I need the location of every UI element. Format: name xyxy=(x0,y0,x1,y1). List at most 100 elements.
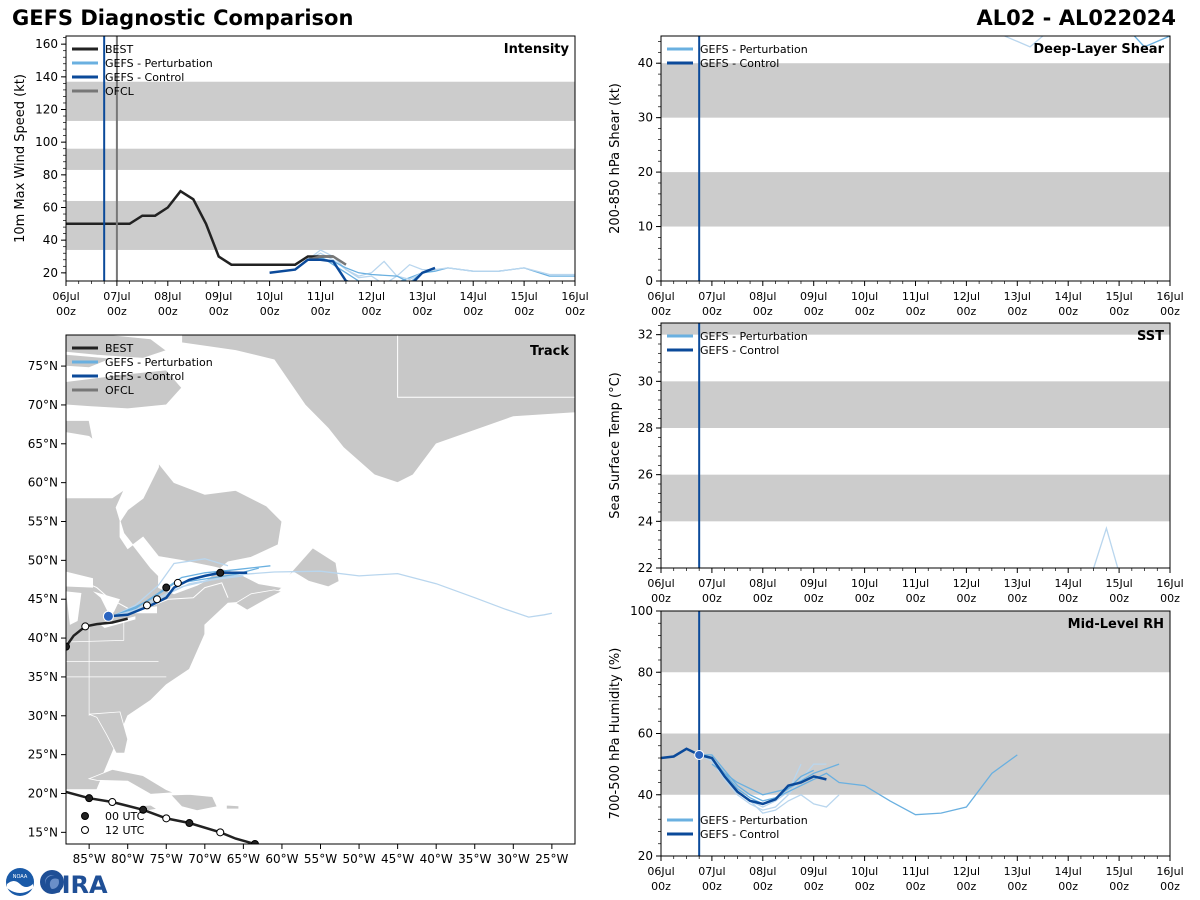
sst-title: SST xyxy=(1137,329,1164,344)
sst-ytick-label: 24 xyxy=(638,514,653,528)
shear-ytick-label: 20 xyxy=(638,165,653,179)
intensity-band xyxy=(66,200,575,250)
track-ytick-label: 35°N xyxy=(28,670,58,684)
shear-xtick-label-hour: 00z xyxy=(804,305,824,318)
sst-xtick-label: 12Jul xyxy=(953,577,980,590)
sst-xtick-label-hour: 00z xyxy=(1160,592,1180,605)
ellesmere-island-land xyxy=(66,335,168,359)
track-xtick-label: 70°W xyxy=(188,852,221,866)
shear-ytick-label: 40 xyxy=(638,56,653,70)
track-best-north-series xyxy=(66,617,129,648)
puerto-rico-land xyxy=(225,804,240,810)
noaa-logo-text: NOAA xyxy=(13,874,28,880)
sst-xtick-label: 08Jul xyxy=(749,577,776,590)
shear-xtick-label: 09Jul xyxy=(800,290,827,303)
track-00utc-point xyxy=(162,583,171,592)
track-00utc-point xyxy=(139,805,148,814)
rh-xtick-label: 12Jul xyxy=(953,865,980,878)
shear-perturbation-series xyxy=(1133,36,1170,48)
us-canada-border xyxy=(66,573,229,613)
intensity-perturbation-series xyxy=(434,267,575,276)
intensity-ytick-label: 20 xyxy=(43,266,58,280)
rh-legend-label: GEFS - Perturbation xyxy=(700,814,808,827)
intensity-xtick-label-hour: 00z xyxy=(158,305,178,318)
sst-xtick-label-hour: 00z xyxy=(1007,592,1027,605)
shear-perturbation-series xyxy=(1004,36,1044,48)
track-legend-label: BEST xyxy=(105,342,133,355)
sst-xtick-label-hour: 00z xyxy=(906,592,926,605)
rh-xtick-label: 11Jul xyxy=(902,865,929,878)
track-xtick-label: 80°W xyxy=(111,852,144,866)
sst-xtick-label: 14Jul xyxy=(1055,577,1082,590)
track-perturbation-series xyxy=(112,558,229,617)
sst-xtick-label: 07Jul xyxy=(698,577,725,590)
track-xtick-label: 35°W xyxy=(458,852,491,866)
track-xtick-label: 65°W xyxy=(227,852,260,866)
intensity-xtick-label-hour: 00z xyxy=(412,305,432,318)
rh-xtick-label-hour: 00z xyxy=(1058,880,1078,893)
rh-perturbation-series xyxy=(699,754,1018,816)
track-time-legend-marker xyxy=(81,826,89,834)
noaa-logo-icon: NOAA xyxy=(6,868,34,896)
rh-legend-label: GEFS - Control xyxy=(700,828,779,841)
intensity-xtick-label-hour: 00z xyxy=(514,305,534,318)
track-time-legend-label: 00 UTC xyxy=(105,810,145,823)
shear-xtick-label-hour: 00z xyxy=(1109,305,1129,318)
track-12utc-point xyxy=(173,578,182,587)
rh-ytick-label: 60 xyxy=(638,727,653,741)
track-00utc-point xyxy=(216,568,225,577)
cira-logo-text: CIRA xyxy=(44,871,108,898)
track-time-legend-label: 12 UTC xyxy=(105,824,145,837)
track-12utc-point xyxy=(216,828,225,837)
sst-xtick-label: 10Jul xyxy=(851,577,878,590)
rh-xtick-label: 15Jul xyxy=(1105,865,1132,878)
intensity-xtick-label-hour: 00z xyxy=(362,305,382,318)
track-ytick-label: 65°N xyxy=(28,437,58,451)
intensity-ytick-label: 140 xyxy=(35,70,58,84)
intensity-xtick-label: 16Jul xyxy=(561,290,588,303)
shear-band xyxy=(661,172,1170,227)
page-title: GEFS Diagnostic Comparison xyxy=(12,6,354,30)
shear-xtick-label-hour: 00z xyxy=(855,305,875,318)
rh-xtick-label-hour: 00z xyxy=(1160,880,1180,893)
rh-xtick-label: 09Jul xyxy=(800,865,827,878)
track-ytick-label: 55°N xyxy=(28,515,58,529)
rh-panel: 20 40 60 80 100 06Jul 00z 07Jul 00z 08Jul 00z 09Jul… xyxy=(608,604,1184,893)
intensity-xtick-label: 09Jul xyxy=(205,290,232,303)
intensity-ytick-label: 60 xyxy=(43,201,58,215)
shear-xtick-label: 12Jul xyxy=(953,290,980,303)
track-00utc-point xyxy=(250,840,259,844)
shear-ylabel: 200-850 hPa Shear (kt) xyxy=(608,83,623,234)
intensity-legend-label: GEFS - Perturbation xyxy=(105,57,213,70)
intensity-ytick-label: 160 xyxy=(35,37,58,51)
intensity-xtick-label-hour: 00z xyxy=(56,305,76,318)
intensity-xtick-label-hour: 00z xyxy=(463,305,483,318)
track-ytick-label: 25°N xyxy=(28,748,58,762)
track-ytick-label: 50°N xyxy=(28,553,58,567)
intensity-legend-label: GEFS - Control xyxy=(105,71,184,84)
sst-panel: 22 24 26 28 30 32 06Jul 00z 07Jul 00z 08Jul 00z 09Ju… xyxy=(608,322,1184,605)
rh-title: Mid-Level RH xyxy=(1068,617,1164,632)
sst-xtick-label-hour: 00z xyxy=(651,592,671,605)
rh-xtick-label: 13Jul xyxy=(1004,865,1031,878)
shear-title: Deep-Layer Shear xyxy=(1033,42,1164,57)
sst-ytick-label: 30 xyxy=(638,374,653,388)
rh-xtick-label: 07Jul xyxy=(698,865,725,878)
rh-xtick-label-hour: 00z xyxy=(957,880,977,893)
sst-xtick-label: 06Jul xyxy=(647,577,674,590)
rh-xtick-label: 06Jul xyxy=(647,865,674,878)
shear-xtick-label: 15Jul xyxy=(1105,290,1132,303)
intensity-perturbation-series xyxy=(307,255,423,281)
shear-legend-label: GEFS - Control xyxy=(700,57,779,70)
track-legend-label: GEFS - Perturbation xyxy=(105,356,213,369)
shear-ytick-label: 0 xyxy=(645,274,653,288)
sst-xtick-label-hour: 00z xyxy=(1109,592,1129,605)
intensity-xtick-label: 11Jul xyxy=(307,290,334,303)
intensity-xtick-label: 15Jul xyxy=(510,290,537,303)
shear-xtick-label: 16Jul xyxy=(1156,290,1183,303)
track-00utc-point xyxy=(66,642,70,651)
sst-ytick-label: 32 xyxy=(638,328,653,342)
track-ytick-label: 40°N xyxy=(28,631,58,645)
intensity-xtick-label-hour: 00z xyxy=(209,305,229,318)
shear-xtick-label-hour: 00z xyxy=(1007,305,1027,318)
